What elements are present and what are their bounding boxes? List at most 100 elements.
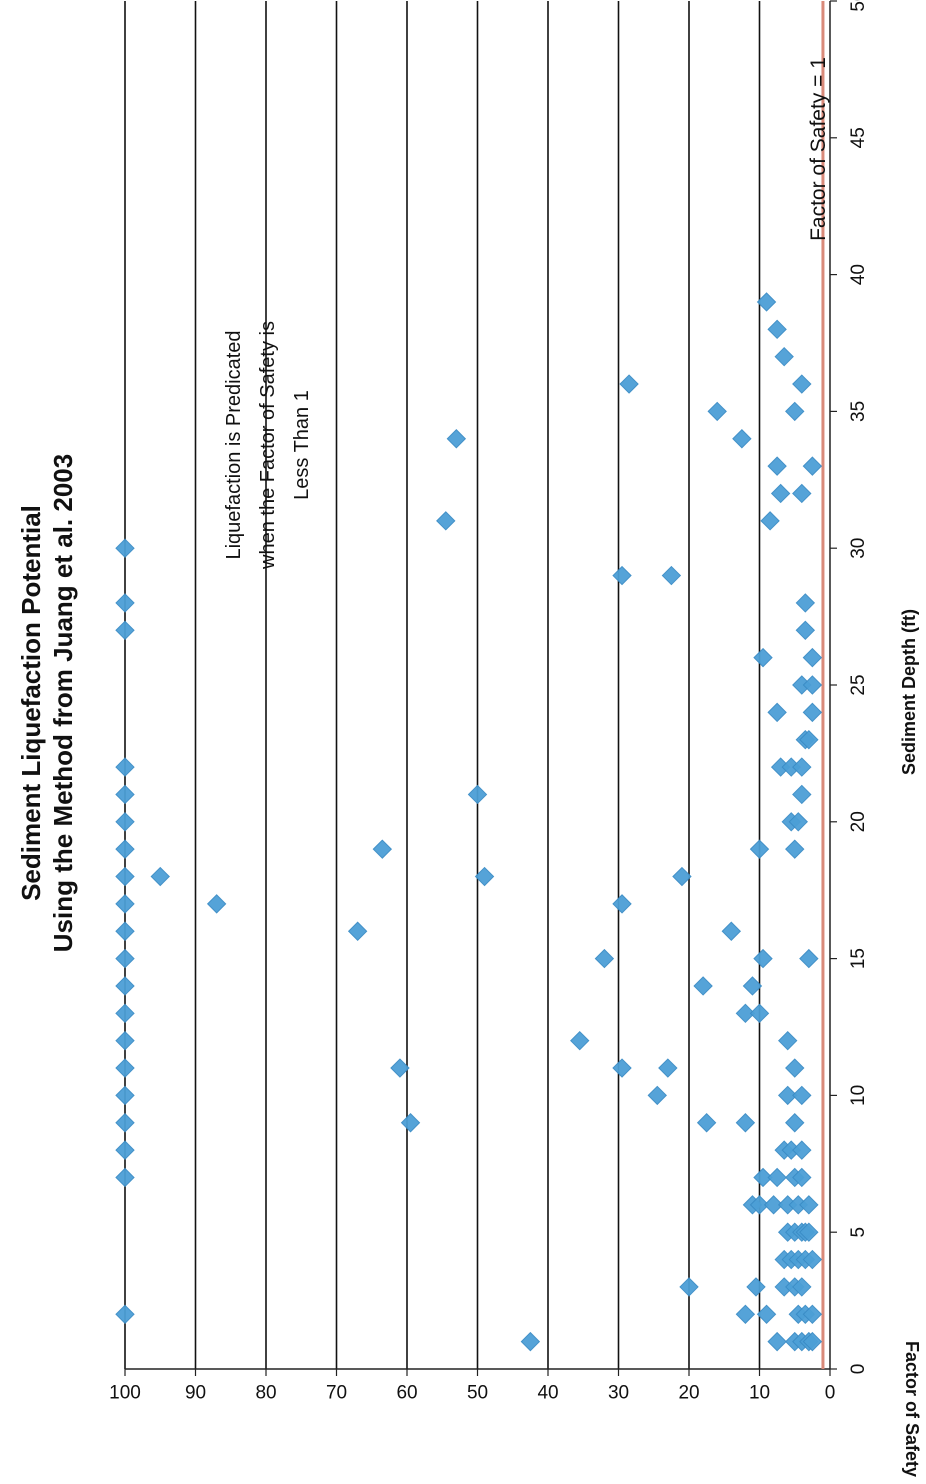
data-point-34	[612, 894, 632, 914]
data-point-90	[788, 812, 808, 832]
x-tick-label-25: 25	[848, 674, 869, 695]
data-point-88	[785, 401, 805, 422]
data-point-10	[115, 921, 135, 941]
data-point-102	[792, 757, 812, 777]
data-point-50	[742, 976, 763, 996]
data-point-37	[647, 1085, 667, 1106]
y-tick-label-20: 20	[678, 1383, 699, 1404]
data-point-18	[115, 593, 135, 613]
x-tick-label-0: 0	[848, 1364, 869, 1375]
grid-layer	[124, 1, 761, 1369]
data-point-38	[658, 1058, 678, 1078]
data-point-101	[792, 483, 812, 504]
y-tick-labels: 0 10 20 30 40 50 60 70 80 90 100	[109, 1369, 835, 1404]
x-tick-label-35: 35	[848, 401, 869, 422]
data-point-23	[372, 839, 393, 859]
x-tick-label-45: 45	[848, 127, 869, 148]
y-tick-label-50: 50	[467, 1383, 488, 1404]
data-point-1	[115, 1167, 135, 1188]
data-point-114	[799, 730, 819, 750]
data-point-45	[721, 921, 742, 941]
data-point-24	[390, 1058, 410, 1078]
data-point-56	[753, 948, 773, 969]
data-point-14	[115, 812, 135, 832]
data-point-43	[696, 1113, 717, 1133]
data-point-122	[802, 1249, 823, 1270]
data-point-52	[746, 1277, 766, 1297]
y-tick-label-0: 0	[825, 1383, 836, 1404]
data-point-35	[612, 565, 632, 586]
chart-rotated-group: 0 5 10 15 20 25 30 35 40 45 50 0 10 20 30 40 50 60 70 80 90…	[16, 0, 922, 1477]
y-tick-label-80: 80	[255, 1383, 276, 1404]
data-point-87	[785, 1058, 805, 1078]
data-point-74	[777, 1030, 798, 1051]
y-tick-label-60: 60	[396, 1383, 417, 1404]
data-point-65	[767, 456, 787, 476]
data-point-13	[115, 839, 135, 859]
x-tick-label-50: 50	[848, 0, 869, 12]
data-point-2	[115, 1140, 135, 1160]
data-point-22	[347, 921, 368, 941]
data-point-59	[756, 292, 777, 312]
x-tick-label-20: 20	[848, 811, 869, 832]
data-point-67	[767, 1331, 787, 1352]
data-point-121	[802, 1331, 823, 1352]
data-point-28	[467, 784, 488, 805]
data-point-31	[570, 1030, 590, 1051]
y-tick-label-90: 90	[185, 1383, 206, 1404]
y-tick-label-10: 10	[749, 1383, 770, 1404]
data-point-20	[150, 866, 170, 887]
data-point-42	[693, 976, 713, 996]
data-point-104	[792, 1140, 812, 1160]
x-tick-label-30: 30	[848, 538, 869, 559]
data-point-111	[799, 948, 819, 969]
y-tick-label-30: 30	[608, 1383, 629, 1404]
data-point-120	[802, 1304, 823, 1324]
data-point-15	[115, 784, 135, 805]
data-point-12	[115, 866, 135, 887]
annotation-line-1: Liquefaction is Predicated	[223, 330, 245, 559]
x-axis-label: Sediment Depth (ft)	[899, 609, 919, 775]
x-tick-label-15: 15	[848, 948, 869, 969]
data-point-0	[115, 1304, 135, 1324]
data-point-96	[792, 784, 812, 805]
y-tick-label-70: 70	[326, 1383, 347, 1404]
data-point-30	[520, 1331, 541, 1352]
data-point-33	[612, 1058, 632, 1078]
data-point-60	[756, 1304, 777, 1324]
data-point-119	[802, 675, 823, 695]
data-point-58	[753, 647, 773, 668]
data-point-47	[735, 1304, 756, 1324]
data-point-113	[799, 1222, 819, 1242]
data-point-17	[115, 620, 135, 640]
data-point-21	[206, 894, 227, 914]
data-point-66	[767, 702, 787, 723]
data-point-5	[115, 1058, 135, 1078]
x-tick-labels: 0 5 10 15 20 25 30 35 40 45 50	[830, 0, 869, 1374]
data-point-64	[767, 1167, 787, 1188]
data-point-27	[446, 429, 467, 449]
data-point-36	[619, 374, 639, 394]
data-point-32	[594, 948, 615, 969]
data-point-44	[707, 401, 727, 422]
data-point-94	[792, 374, 812, 394]
data-point-108	[795, 620, 816, 640]
data-point-116	[802, 702, 823, 723]
annotation-line-3: Less Than 1	[291, 390, 313, 500]
y-axis-label: Factor of Safety	[902, 1341, 922, 1477]
data-point-46	[732, 429, 752, 449]
data-point-3	[115, 1113, 135, 1133]
data-point-68	[770, 483, 791, 504]
chart-subtitle: Using the Method from Juang et al. 2003	[48, 454, 78, 952]
data-point-115	[799, 1195, 819, 1215]
data-points	[115, 292, 823, 1352]
data-point-16	[115, 757, 135, 777]
data-point-41	[679, 1277, 699, 1297]
data-point-63	[767, 319, 787, 340]
y-tick-label-40: 40	[537, 1383, 558, 1404]
data-point-53	[749, 1003, 770, 1024]
data-point-84	[785, 839, 805, 859]
annotation-line-2: when the Factor of Safety is	[257, 321, 279, 570]
